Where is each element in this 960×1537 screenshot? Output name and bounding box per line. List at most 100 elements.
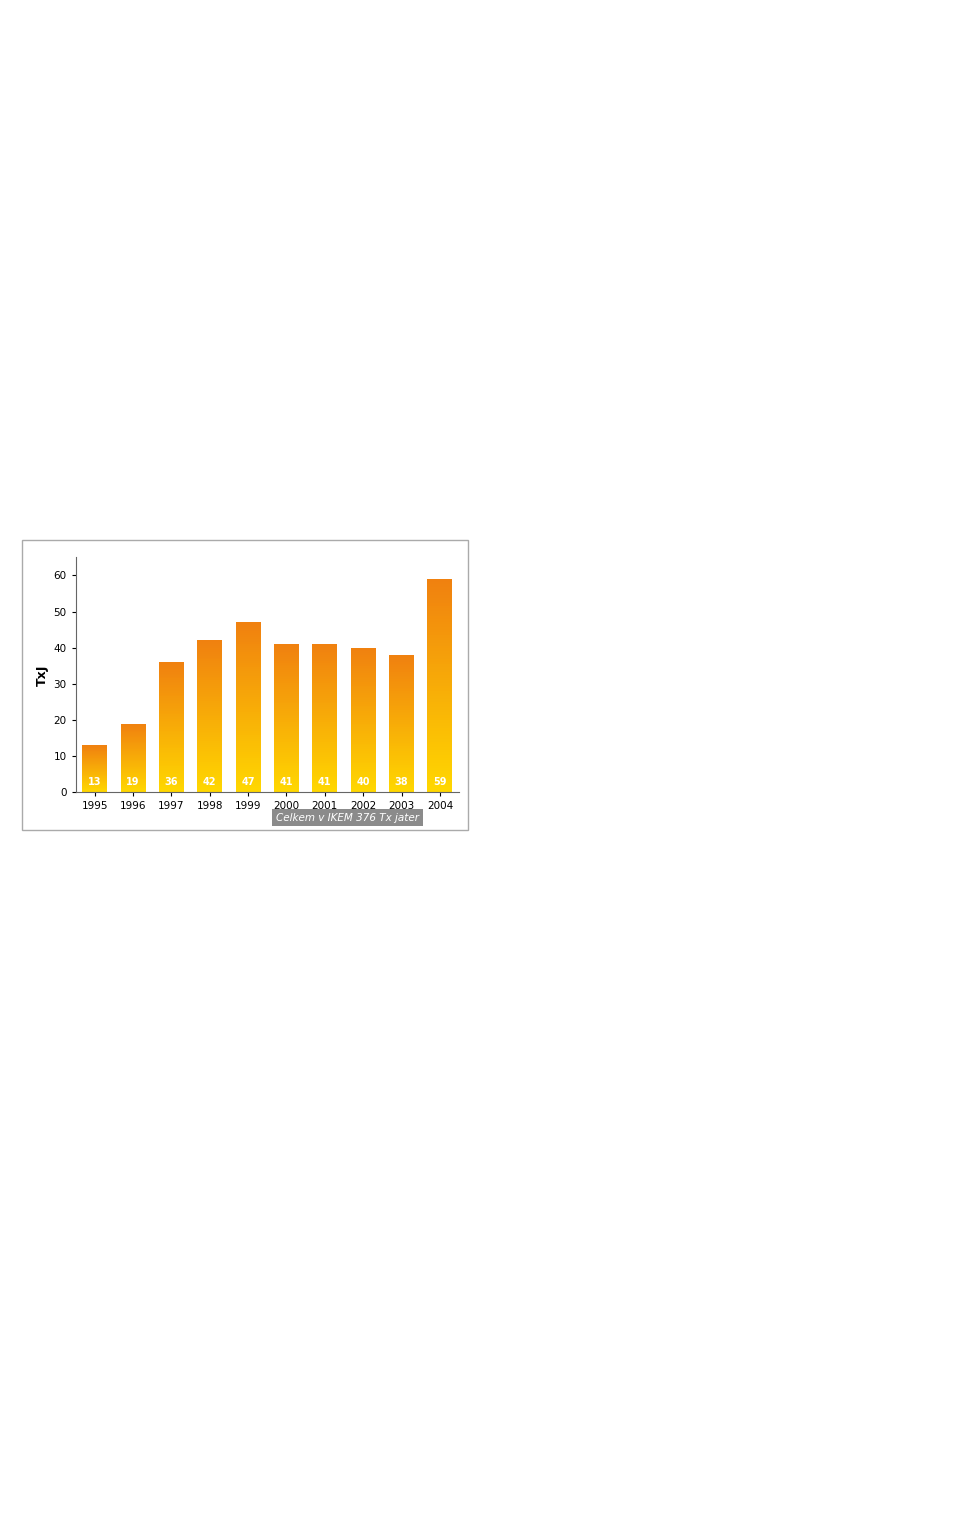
Bar — [389, 790, 414, 792]
Bar — [312, 687, 337, 689]
Bar — [235, 695, 260, 696]
Bar — [198, 642, 222, 644]
Bar — [198, 788, 222, 790]
Bar — [274, 782, 299, 785]
Bar — [235, 733, 260, 735]
Bar — [312, 662, 337, 664]
Bar — [274, 653, 299, 655]
Bar — [312, 738, 337, 741]
Bar — [235, 635, 260, 638]
Bar — [159, 676, 184, 678]
Bar — [427, 659, 452, 662]
Bar — [235, 727, 260, 729]
Bar — [350, 669, 375, 672]
Bar — [389, 693, 414, 695]
Bar — [427, 667, 452, 670]
Bar — [350, 658, 375, 661]
Bar — [427, 675, 452, 678]
Bar — [350, 682, 375, 684]
Bar — [312, 672, 337, 673]
Bar — [389, 741, 414, 742]
Bar — [159, 755, 184, 756]
Bar — [389, 776, 414, 779]
Bar — [235, 639, 260, 641]
Bar — [389, 730, 414, 732]
Bar — [312, 725, 337, 727]
Bar — [274, 656, 299, 659]
Bar — [198, 684, 222, 686]
Bar — [159, 713, 184, 715]
Bar — [312, 653, 337, 655]
Bar — [274, 687, 299, 689]
Bar — [389, 729, 414, 730]
Bar — [159, 707, 184, 710]
Bar — [274, 704, 299, 705]
Bar — [350, 735, 375, 736]
Bar — [159, 776, 184, 778]
Bar — [274, 722, 299, 724]
Bar — [350, 702, 375, 704]
Bar — [198, 758, 222, 759]
Bar — [159, 687, 184, 689]
Bar — [198, 770, 222, 772]
Bar — [350, 656, 375, 658]
Bar — [198, 707, 222, 709]
Bar — [427, 592, 452, 595]
Bar — [198, 675, 222, 676]
Bar — [159, 762, 184, 764]
Bar — [274, 724, 299, 725]
Bar — [198, 656, 222, 658]
Bar — [350, 761, 375, 764]
Bar — [274, 770, 299, 772]
Bar — [159, 770, 184, 772]
Bar — [274, 781, 299, 782]
Bar — [274, 787, 299, 788]
Bar — [198, 698, 222, 699]
Bar — [427, 762, 452, 765]
Bar — [427, 773, 452, 776]
Bar — [198, 670, 222, 673]
Bar — [312, 647, 337, 650]
Bar — [235, 713, 260, 716]
Bar — [198, 721, 222, 722]
Bar — [427, 692, 452, 693]
Bar — [274, 650, 299, 652]
Bar — [427, 581, 452, 584]
Bar — [312, 704, 337, 705]
Bar — [274, 779, 299, 781]
Bar — [350, 753, 375, 755]
Bar — [235, 638, 260, 639]
Bar — [235, 630, 260, 633]
Bar — [274, 707, 299, 709]
Text: 36: 36 — [165, 776, 179, 787]
Bar — [198, 709, 222, 710]
Bar — [235, 652, 260, 655]
Bar — [274, 713, 299, 715]
Bar — [350, 739, 375, 742]
Bar — [427, 765, 452, 768]
Bar — [235, 730, 260, 733]
Bar — [159, 768, 184, 770]
Bar — [159, 672, 184, 673]
Bar — [389, 692, 414, 693]
Bar — [198, 790, 222, 792]
Bar — [235, 710, 260, 712]
Bar — [235, 773, 260, 775]
Bar — [312, 655, 337, 658]
Bar — [274, 741, 299, 742]
Bar — [312, 761, 337, 762]
Bar — [198, 669, 222, 670]
Bar — [389, 702, 414, 705]
Bar — [312, 669, 337, 670]
Bar — [235, 675, 260, 678]
Bar — [159, 747, 184, 749]
Bar — [159, 781, 184, 782]
Bar — [235, 716, 260, 718]
Bar — [159, 702, 184, 704]
Bar — [389, 779, 414, 781]
Text: 42: 42 — [203, 776, 217, 787]
Bar — [350, 699, 375, 702]
Bar — [427, 652, 452, 653]
Bar — [389, 675, 414, 678]
Bar — [198, 767, 222, 770]
